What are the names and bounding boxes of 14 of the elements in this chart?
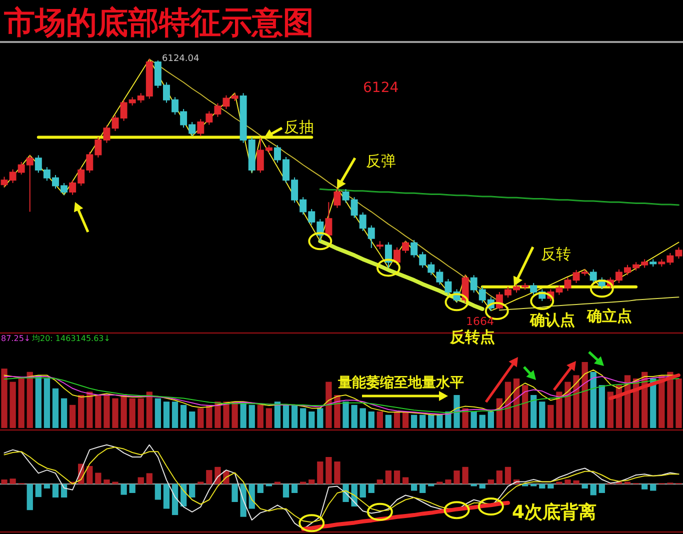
text: 反转点	[449, 328, 495, 346]
text: 均20: 1463145.63↓	[31, 334, 110, 343]
chart-title: 市场的底部特征示意图	[3, 5, 314, 41]
annotation: 反弹	[366, 152, 396, 170]
annotation: 量能萎缩至地量水平	[337, 374, 464, 391]
text: 1664	[466, 315, 494, 328]
annotation: 反转	[541, 245, 571, 263]
text: 87.25↓	[1, 334, 31, 343]
annotation: 确认点	[529, 311, 575, 329]
annotation: 6124	[363, 80, 399, 96]
annotation: 4次底背离	[512, 502, 597, 523]
annotation: 6124.04	[162, 54, 200, 64]
annotation: 反抽	[284, 118, 314, 136]
annotation: 确立点	[586, 307, 632, 325]
